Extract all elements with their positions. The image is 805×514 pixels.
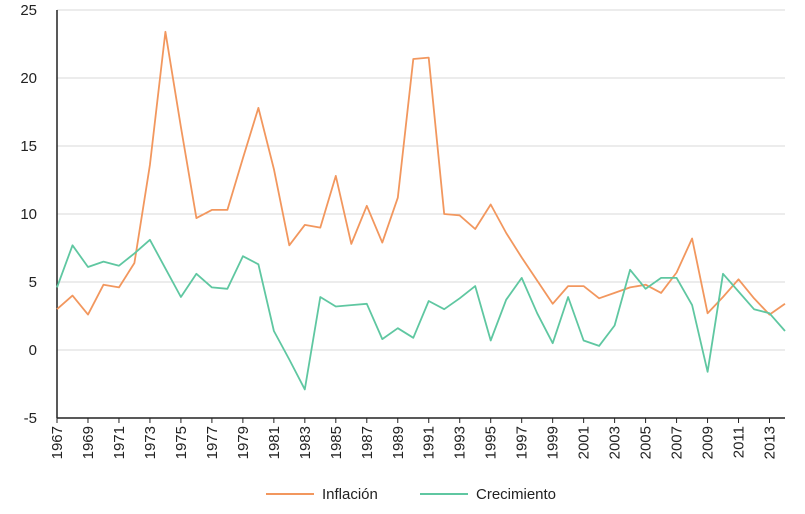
- axes: [56, 10, 785, 423]
- x-tick-label: 1973: [142, 426, 159, 459]
- x-tick-label: 2007: [669, 426, 686, 459]
- y-tick-label: 0: [29, 342, 37, 359]
- series-lines: [56, 30, 786, 391]
- y-tick-label: 10: [20, 206, 37, 223]
- x-tick-label: 1995: [483, 426, 500, 459]
- y-tick-label: -5: [24, 410, 37, 427]
- legend-label-crecimiento: Crecimiento: [476, 486, 556, 503]
- x-tick-label: 2013: [762, 426, 779, 459]
- x-tick-label: 2009: [700, 426, 717, 459]
- x-tick-label: 1979: [235, 426, 252, 459]
- x-tick-label: 1985: [328, 426, 345, 459]
- x-tick-label: 1967: [49, 426, 66, 459]
- series-line-inflacion: [56, 30, 786, 316]
- x-tick-label: 1991: [421, 426, 438, 459]
- x-tick-label: 1997: [514, 426, 531, 459]
- x-tick-label: 2005: [638, 426, 655, 459]
- x-tick-label: 1971: [111, 426, 128, 459]
- x-tick-label: 1977: [204, 426, 221, 459]
- x-tick-label: 1999: [545, 426, 562, 459]
- x-tick-label: 1987: [359, 426, 376, 459]
- gridlines: [57, 9, 785, 351]
- x-tick-labels: 1967 1969 1971 1973 1975 1977 1979 1981 1983 1985…: [49, 426, 779, 459]
- legend: Inflación Crecimiento: [266, 486, 556, 503]
- x-tick-label: 2003: [607, 426, 624, 459]
- x-tick-label: 1981: [266, 426, 283, 459]
- y-tick-label: 20: [20, 70, 37, 87]
- x-tick-label: 1989: [390, 426, 407, 459]
- x-tick-label: 1969: [80, 426, 97, 459]
- x-tick-label: 1993: [452, 426, 469, 459]
- x-tick-label: 2011: [731, 426, 748, 458]
- y-tick-label: 5: [29, 274, 37, 291]
- y-tick-labels: -5 0 5 10 15 20 25: [20, 2, 37, 427]
- legend-label-inflacion: Inflación: [322, 486, 378, 503]
- series-line-crecimiento: [56, 238, 786, 391]
- x-tick-label: 2001: [576, 426, 593, 459]
- x-tick-label: 1975: [173, 426, 190, 459]
- x-tick-label: 1983: [297, 426, 314, 459]
- y-tick-label: 15: [20, 138, 37, 155]
- y-tick-label: 25: [20, 2, 37, 19]
